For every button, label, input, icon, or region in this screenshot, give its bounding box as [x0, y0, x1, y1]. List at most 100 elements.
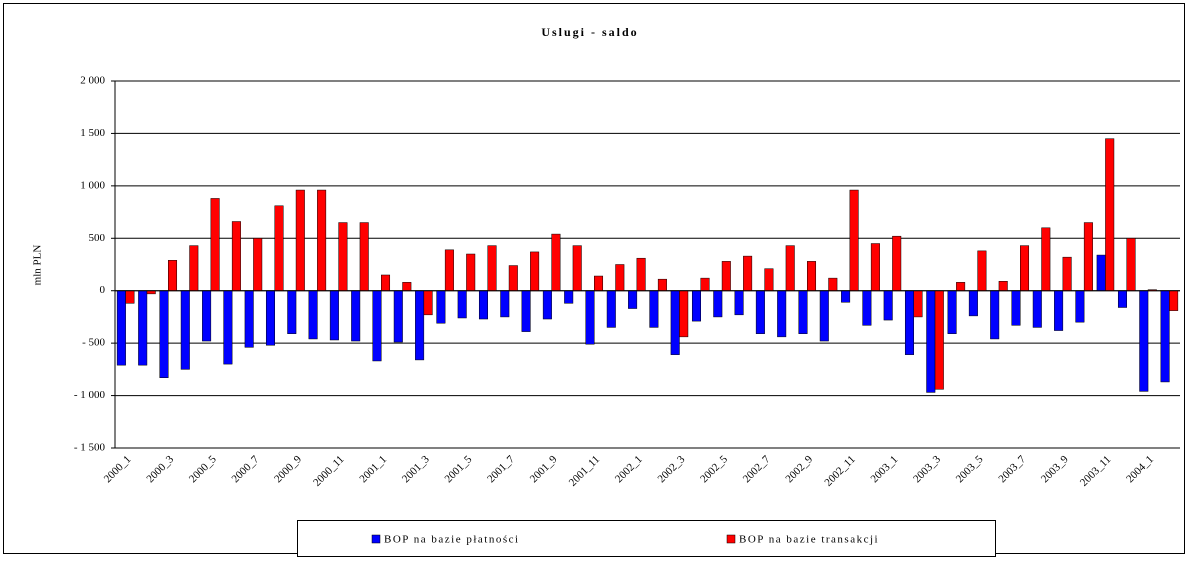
bar [402, 282, 412, 291]
bar [372, 290, 382, 362]
bar [1105, 138, 1115, 291]
bar [572, 245, 582, 291]
bar [500, 290, 510, 318]
bar [351, 290, 361, 342]
bar [606, 290, 616, 328]
bar [892, 235, 902, 291]
bar [926, 290, 936, 393]
bar [870, 243, 880, 291]
bar [1117, 290, 1127, 308]
bar [1020, 245, 1030, 291]
bar [585, 290, 595, 345]
bar [317, 189, 327, 291]
bar [423, 290, 433, 316]
bar [436, 290, 446, 324]
bar [223, 290, 233, 365]
bar [466, 253, 476, 291]
bar [202, 290, 212, 342]
bar [1011, 290, 1021, 326]
bar [679, 290, 689, 338]
y-tick-label: 2 000 [80, 75, 105, 87]
bar [415, 290, 425, 361]
bar [615, 264, 625, 291]
bar [265, 290, 276, 346]
bar [138, 290, 148, 366]
bar [807, 261, 817, 291]
bar [1096, 254, 1106, 291]
bar [841, 290, 851, 303]
legend-label: BOP na bazie transakcji [739, 534, 879, 546]
bar [913, 290, 923, 318]
legend-label: BOP na bazie płatności [384, 534, 520, 546]
bar [274, 205, 284, 291]
bar [308, 290, 318, 340]
bar [542, 290, 552, 320]
y-tick-label: 500 [89, 232, 106, 244]
bar [904, 290, 914, 355]
bar [819, 290, 829, 342]
bar [743, 255, 753, 291]
bar [210, 198, 220, 291]
y-tick-label: - 1 000 [74, 389, 106, 401]
bar [1075, 290, 1085, 323]
bar [244, 290, 254, 348]
y-tick-label: - 1 500 [74, 442, 106, 454]
bar [381, 274, 391, 291]
bar [828, 277, 838, 291]
bar [1041, 227, 1051, 291]
bar [721, 261, 731, 291]
bar [564, 290, 574, 304]
legend [297, 520, 996, 557]
bar [764, 268, 774, 291]
bar [862, 290, 872, 326]
bar [1139, 290, 1149, 392]
bar [287, 290, 297, 334]
bar [487, 245, 497, 291]
y-tick-label: 1 500 [80, 127, 105, 139]
bar [1160, 290, 1170, 383]
bar [1169, 290, 1179, 311]
bar [734, 290, 744, 316]
bar [457, 290, 467, 319]
bar [947, 290, 957, 334]
bar [168, 260, 178, 291]
bar [670, 290, 680, 355]
legend-swatch [726, 534, 736, 544]
bar [1032, 290, 1042, 328]
bar [849, 189, 859, 291]
y-tick-label: 0 [100, 284, 106, 296]
bar [990, 290, 1000, 340]
bar [393, 290, 403, 343]
bar [657, 278, 667, 291]
bar [189, 245, 199, 291]
chart-frame [3, 3, 1185, 554]
y-axis-label: mln PLN [32, 245, 44, 286]
bar [700, 277, 710, 291]
bar [1083, 222, 1093, 291]
bar [977, 250, 987, 291]
bar [1062, 256, 1072, 291]
bar [444, 249, 454, 291]
bar [785, 245, 795, 291]
bar [1126, 238, 1136, 291]
bar [530, 251, 540, 291]
chart-title: Uslugi - saldo [541, 25, 638, 39]
y-tick-label: - 500 [82, 337, 105, 349]
bar [329, 290, 339, 341]
bar [777, 290, 787, 338]
bar [628, 290, 638, 309]
bar [338, 222, 348, 291]
y-tick-label: 1 000 [80, 179, 105, 191]
bar [180, 290, 190, 370]
bar [551, 233, 561, 291]
bar [798, 290, 808, 334]
bar [159, 290, 169, 378]
bar [359, 222, 369, 291]
bar [998, 281, 1008, 291]
bar [508, 265, 518, 291]
bar [253, 238, 263, 291]
bar [295, 189, 305, 291]
bar [116, 290, 126, 366]
bar [968, 290, 978, 317]
